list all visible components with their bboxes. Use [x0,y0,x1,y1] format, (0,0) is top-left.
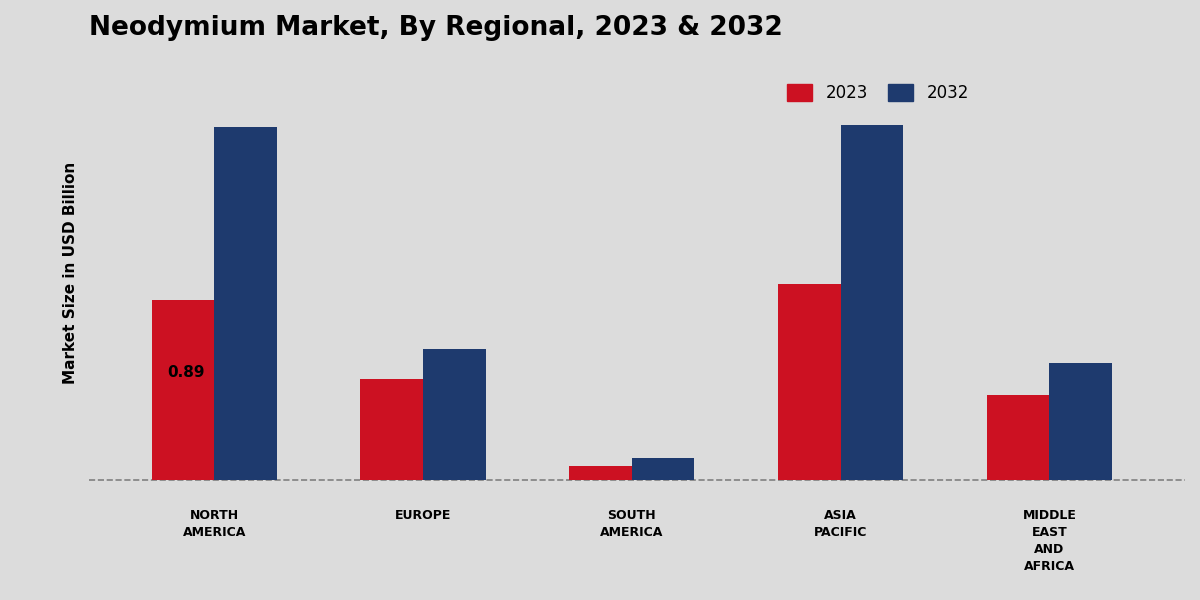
Text: Neodymium Market, By Regional, 2023 & 2032: Neodymium Market, By Regional, 2023 & 20… [89,15,782,41]
Bar [569,466,632,480]
Bar [778,284,840,480]
Bar [840,125,904,480]
Y-axis label: Market Size in USD Billion: Market Size in USD Billion [62,162,78,384]
Bar [151,301,215,480]
Bar [360,379,424,480]
Bar [424,349,486,480]
Bar [986,395,1049,480]
Bar [1049,363,1112,480]
Legend: 2023, 2032: 2023, 2032 [781,77,976,109]
Text: 0.89: 0.89 [167,365,205,380]
Bar [632,458,695,480]
Bar [215,127,277,480]
